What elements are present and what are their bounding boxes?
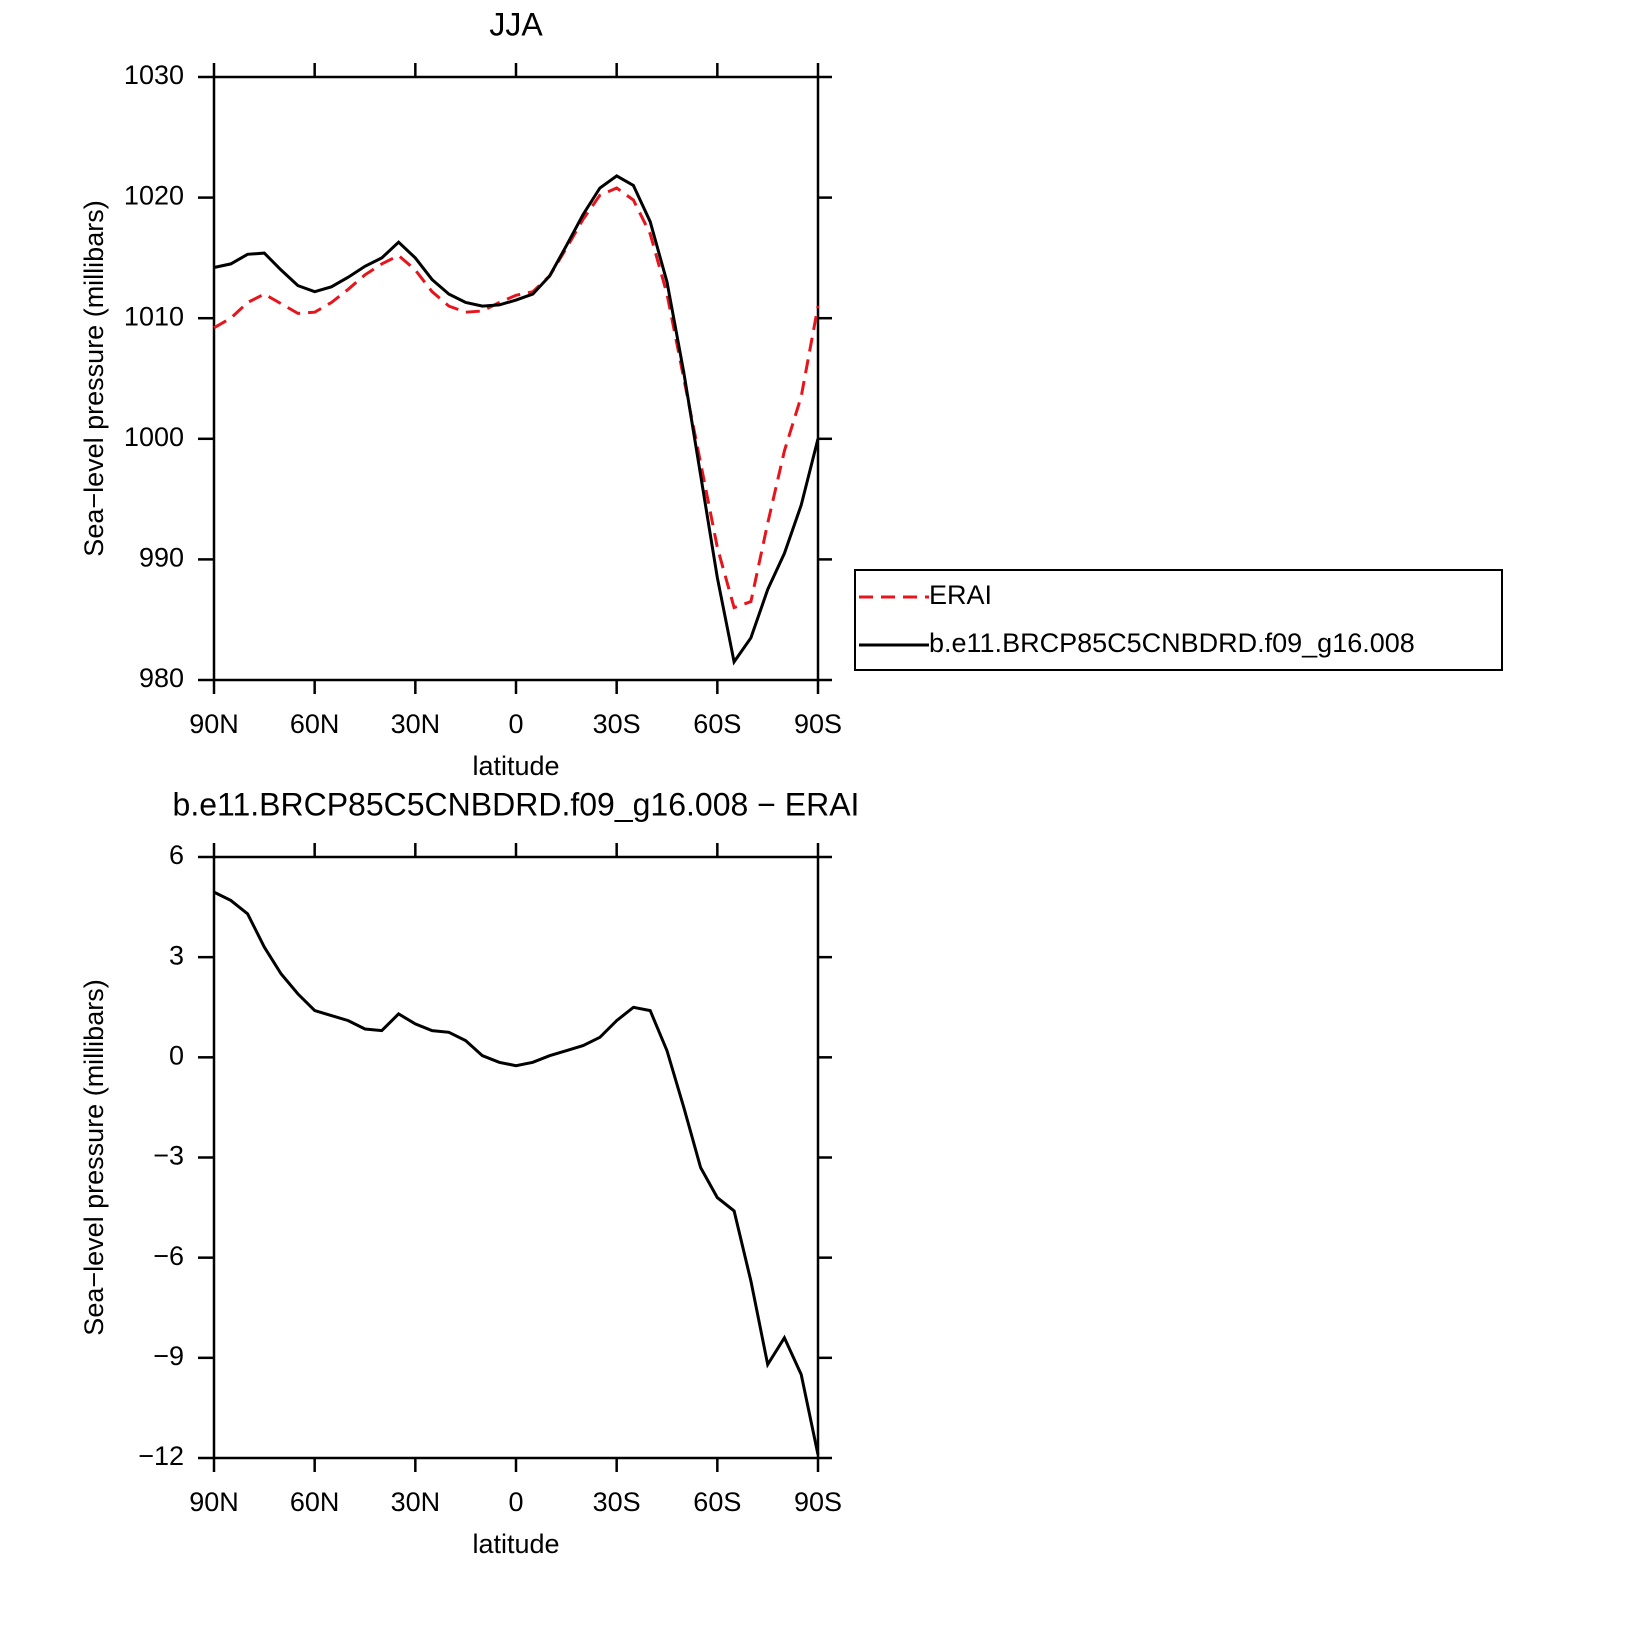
y-tick-label: 1030	[124, 60, 184, 90]
y-tick-label: −3	[153, 1141, 184, 1171]
y-tick-label: 1000	[124, 422, 184, 452]
y-tick-label: 3	[169, 940, 184, 970]
x-axis-label: latitude	[472, 1529, 559, 1559]
x-tick-label: 60S	[693, 709, 741, 739]
y-tick-label: 980	[139, 663, 184, 693]
chart-title: b.e11.BRCP85C5CNBDRD.f09_g16.008 − ERAI	[173, 786, 860, 822]
y-tick-label: 1020	[124, 181, 184, 211]
x-tick-label: 30S	[593, 1487, 641, 1517]
x-tick-label: 0	[508, 709, 523, 739]
legend-label: b.e11.BRCP85C5CNBDRD.f09_g16.008	[929, 628, 1415, 658]
series-line	[213, 174, 820, 666]
plot-frame	[212, 855, 820, 1460]
y-axis-label: Sea−level pressure (millibars)	[79, 200, 109, 556]
x-tick-label: 60N	[290, 709, 340, 739]
x-tick-label: 30N	[391, 1487, 441, 1517]
legend-label: ERAI	[929, 580, 992, 610]
x-axis-label: latitude	[472, 751, 559, 781]
y-tick-label: 0	[169, 1040, 184, 1070]
series-line	[213, 890, 820, 1456]
y-tick-label: −12	[138, 1441, 184, 1471]
x-tick-label: 90S	[794, 709, 842, 739]
y-tick-label: 1010	[124, 301, 184, 331]
x-tick-label: 30S	[593, 709, 641, 739]
x-tick-label: 60S	[693, 1487, 741, 1517]
legend-box	[854, 569, 1503, 671]
x-tick-label: 90S	[794, 1487, 842, 1517]
chart-title: JJA	[489, 6, 543, 42]
x-tick-label: 90N	[189, 1487, 239, 1517]
plot-frame	[212, 75, 820, 682]
y-tick-label: 6	[169, 840, 184, 870]
x-tick-label: 0	[508, 1487, 523, 1517]
y-axis-label: Sea−level pressure (millibars)	[79, 979, 109, 1335]
y-tick-label: −6	[153, 1241, 184, 1271]
x-tick-label: 60N	[290, 1487, 340, 1517]
series-line	[213, 186, 820, 610]
y-tick-label: −9	[153, 1341, 184, 1371]
x-tick-label: 90N	[189, 709, 239, 739]
x-tick-label: 30N	[391, 709, 441, 739]
y-tick-label: 990	[139, 543, 184, 573]
